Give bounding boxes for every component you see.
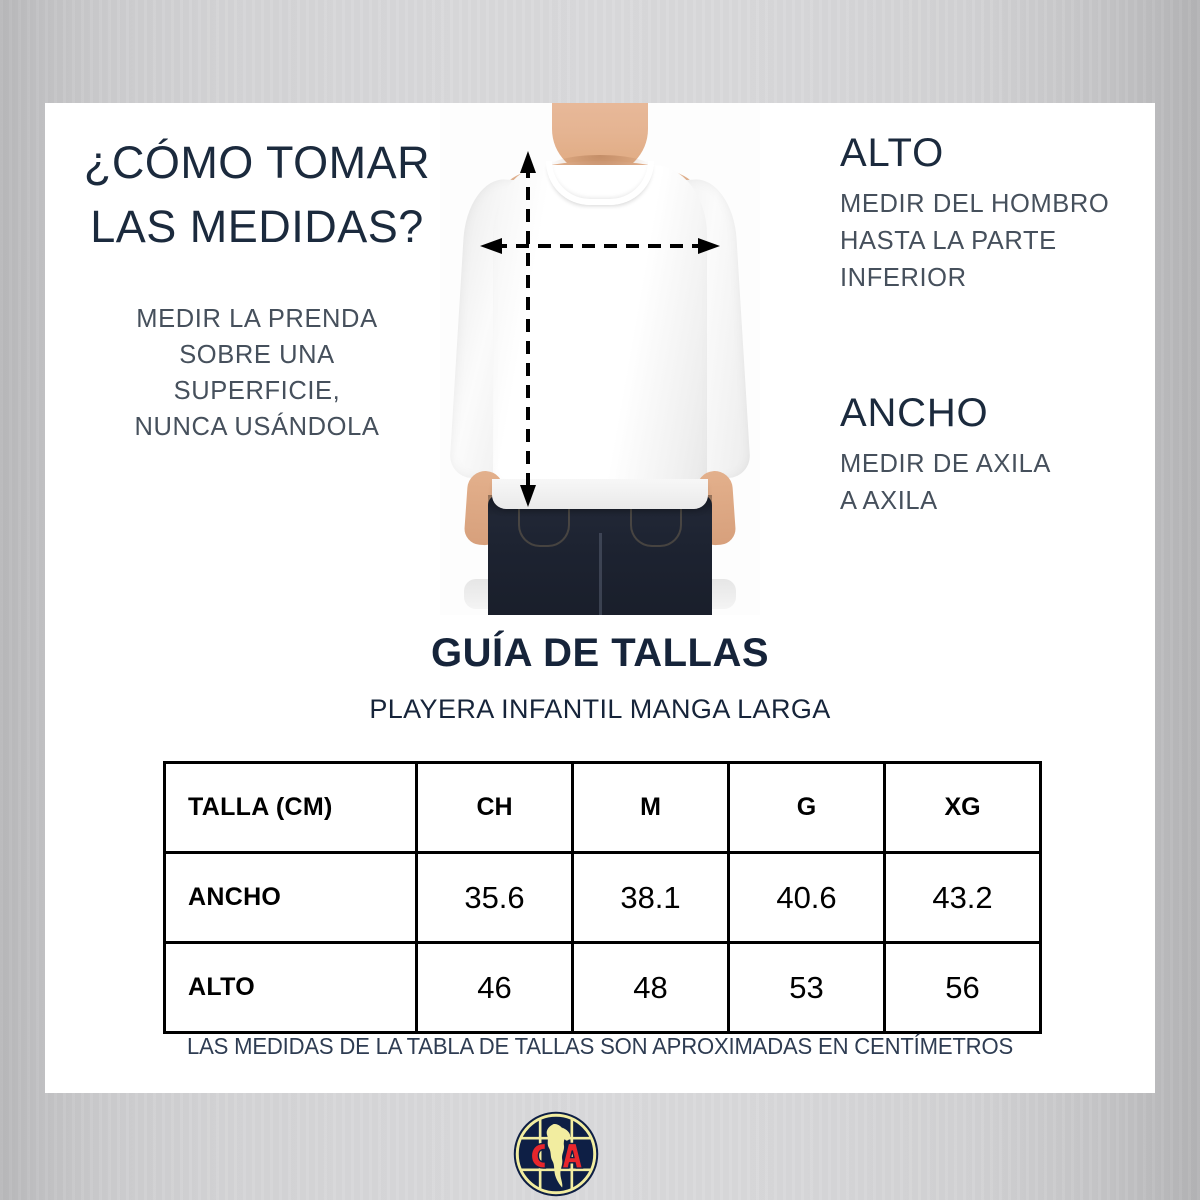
table-header-xg: XG bbox=[883, 761, 1042, 854]
instruction-line-2: SOBRE UNA bbox=[179, 340, 335, 369]
table-row: ANCHO 35.6 38.1 40.6 43.2 bbox=[163, 851, 1042, 944]
alto-m: 48 bbox=[571, 941, 730, 1034]
table-note: LAS MEDIDAS DE LA TABLA DE TALLAS SON AP… bbox=[186, 1033, 1013, 1059]
content-card: ¿CÓMO TOMAR LAS MEDIDAS? MEDIR LA PRENDA… bbox=[45, 103, 1155, 1093]
table-row: ALTO 46 48 53 56 bbox=[163, 941, 1042, 1034]
ancho-g: 40.6 bbox=[727, 851, 886, 944]
table-header-talla: TALLA (CM) bbox=[163, 761, 418, 854]
row-label-alto: ALTO bbox=[163, 941, 418, 1034]
how-to-measure-instructions: MEDIR LA PRENDA SOBRE UNA SUPERFICIE, NU… bbox=[67, 301, 447, 446]
row-label-ancho: ANCHO bbox=[163, 851, 418, 944]
headline-line-1: ¿CÓMO TOMAR bbox=[83, 137, 431, 188]
ancho-xg: 43.2 bbox=[883, 851, 1042, 944]
jeans-pocket-left bbox=[518, 507, 570, 547]
size-table: TALLA (CM) CH M G XG ANCHO 35.6 38.1 40.… bbox=[163, 761, 1042, 1034]
how-to-measure-section: ¿CÓMO TOMAR LAS MEDIDAS? MEDIR LA PRENDA… bbox=[45, 103, 1155, 615]
table-header-m: M bbox=[571, 761, 730, 854]
alto-title: ALTO bbox=[840, 131, 944, 175]
ancho-title: ANCHO bbox=[840, 391, 989, 435]
ancho-measurement-block: ANCHO MEDIR DE AXILA A AXILA bbox=[840, 391, 1140, 520]
jeans-seam bbox=[599, 533, 602, 615]
instruction-line-1: MEDIR LA PRENDA bbox=[136, 304, 378, 333]
ancho-m: 38.1 bbox=[571, 851, 730, 944]
width-arrow-icon bbox=[480, 238, 720, 254]
alto-desc-line-1: MEDIR DEL HOMBRO bbox=[840, 190, 1110, 218]
instruction-line-3: SUPERFICIE, bbox=[173, 377, 341, 406]
height-arrow-icon bbox=[520, 151, 536, 507]
club-america-crest-icon bbox=[513, 1111, 599, 1197]
alto-ch: 46 bbox=[415, 941, 574, 1034]
model-illustration bbox=[440, 103, 760, 615]
how-to-measure-text: ¿CÓMO TOMAR LAS MEDIDAS? MEDIR LA PRENDA… bbox=[67, 131, 447, 446]
alto-desc-line-3: INFERIOR bbox=[840, 264, 967, 293]
garment-photo bbox=[440, 103, 760, 615]
table-header-ch: CH bbox=[415, 761, 574, 854]
guide-title: GUÍA DE TALLAS bbox=[430, 631, 770, 675]
table-header-g: G bbox=[727, 761, 886, 854]
alto-measurement-block: ALTO MEDIR DEL HOMBRO HASTA LA PARTE INF… bbox=[840, 131, 1140, 298]
measurement-arrows bbox=[440, 103, 760, 615]
guide-subtitle: PLAYERA INFANTIL MANGA LARGA bbox=[369, 694, 831, 724]
headline-line-2: LAS MEDIDAS? bbox=[90, 200, 424, 252]
ancho-description: MEDIR DE AXILA A AXILA bbox=[840, 446, 1140, 520]
jeans-pocket-right bbox=[630, 507, 682, 547]
alto-g: 53 bbox=[727, 941, 886, 1034]
ancho-desc-line-1: MEDIR DE AXILA bbox=[840, 450, 1052, 478]
instruction-line-4: NUNCA USÁNDOLA bbox=[134, 413, 380, 442]
alto-description: MEDIR DEL HOMBRO HASTA LA PARTE INFERIOR bbox=[840, 186, 1140, 298]
ancho-desc-line-2: A AXILA bbox=[840, 487, 938, 516]
alto-desc-line-2: HASTA LA PARTE bbox=[840, 227, 1057, 256]
alto-xg: 56 bbox=[883, 941, 1042, 1034]
table-header-row: TALLA (CM) CH M G XG bbox=[163, 761, 1042, 854]
measurement-arrow-svg bbox=[480, 151, 720, 507]
ancho-ch: 35.6 bbox=[415, 851, 574, 944]
